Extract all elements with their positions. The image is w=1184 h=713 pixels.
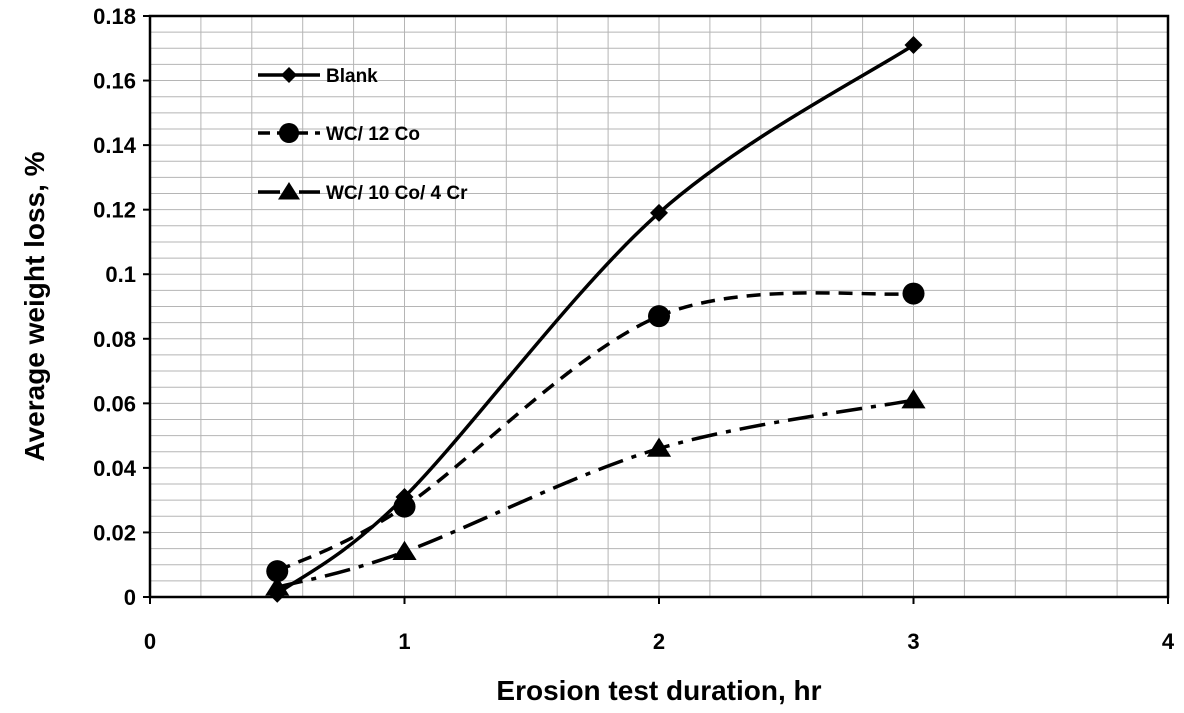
data-point-triangle: [901, 389, 926, 409]
y-tick-label: 0: [124, 585, 136, 610]
data-point-diamond: [650, 203, 668, 222]
data-point-diamond: [281, 67, 297, 83]
data-point-triangle: [265, 576, 290, 596]
y-tick-label: 0.02: [93, 520, 136, 545]
y-tick-label: 0.12: [93, 198, 136, 223]
x-axis-title: Erosion test duration, hr: [496, 675, 821, 706]
series-line: [276, 398, 914, 590]
legend-item: WC/ 12 Co: [258, 123, 420, 145]
legend-item: Blank: [258, 66, 378, 87]
x-tick-label: 4: [1162, 629, 1175, 654]
x-tick-label: 0: [144, 629, 156, 654]
y-tick-label: 0.18: [93, 4, 136, 29]
y-tick-label: 0.16: [93, 69, 136, 94]
series-diamond: [268, 36, 923, 603]
data-point-circle: [266, 560, 289, 583]
y-axis-title: Average weight loss, %: [19, 151, 50, 461]
data-point-circle: [648, 305, 670, 328]
series-line: [276, 43, 915, 596]
y-tick-label: 0.14: [93, 133, 137, 158]
legend-item: WC/ 10 Co/ 4 Cr: [258, 182, 468, 204]
series-group: [265, 36, 926, 603]
data-point-diamond: [904, 36, 923, 55]
tick-labels: 0 1 2 3 4 0 0.02 0.04 0.06 0.08 0.1 0.12 0.14 0.16 0.1…: [93, 4, 1175, 654]
data-point-circle: [393, 495, 416, 518]
data-point-triangle: [392, 540, 417, 561]
y-tick-label: 0.1: [105, 262, 136, 287]
y-tick-label: 0.06: [93, 391, 136, 416]
legend-label: WC/ 10 Co/ 4 Cr: [326, 183, 468, 204]
x-tick-label: 3: [907, 629, 919, 654]
legend-label: WC/ 12 Co: [326, 124, 420, 145]
data-point-triangle: [278, 182, 300, 200]
x-tick-label: 2: [653, 629, 665, 654]
legend-label: Blank: [326, 66, 378, 87]
legend: Blank WC/ 12 Co WC/ 10 Co/ 4 Cr: [258, 66, 468, 204]
series-line: [276, 291, 914, 573]
series-triangle: [265, 389, 926, 596]
data-point-triangle: [646, 437, 672, 457]
y-tick-label: 0.08: [93, 327, 136, 352]
series-circle: [266, 282, 925, 583]
y-tick-label: 0.04: [93, 456, 137, 481]
grid: [150, 16, 1168, 597]
x-tick-label: 1: [398, 629, 410, 654]
data-point-circle: [902, 282, 925, 305]
data-point-circle: [279, 123, 299, 143]
